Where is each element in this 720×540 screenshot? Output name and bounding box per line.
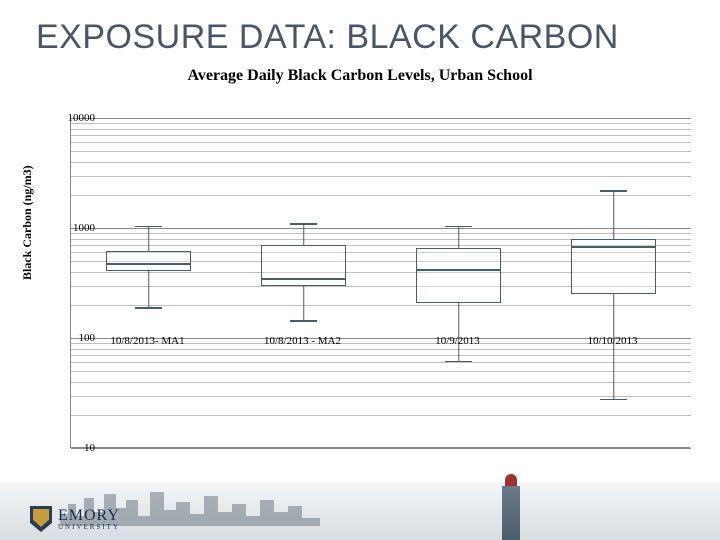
whisker-cap-lower	[600, 399, 628, 401]
slide-title: EXPOSURE DATA: BLACK CARBON	[0, 0, 720, 63]
gridline-minor	[71, 151, 691, 152]
gridline-minor	[71, 129, 691, 130]
y-tick-label: 100	[79, 332, 96, 344]
gridline-minor	[71, 305, 691, 306]
y-tick-label: 10	[84, 442, 95, 454]
whisker-lower	[303, 286, 305, 321]
gridline-minor	[71, 135, 691, 136]
gridline-minor	[71, 371, 691, 372]
box	[106, 251, 191, 271]
whisker-upper	[458, 226, 460, 248]
box	[416, 248, 501, 303]
gridline-minor	[71, 382, 691, 383]
whisker-cap-lower	[135, 307, 163, 309]
gridline-minor	[71, 362, 691, 363]
x-tick-label: 10/8/2013- MA1	[110, 335, 184, 347]
whisker-lower	[458, 303, 460, 361]
whisker-lower	[148, 271, 150, 308]
y-axis-label: Black Carbon (ng/m3)	[20, 165, 35, 280]
gridline-major	[71, 448, 691, 449]
median-line	[106, 263, 191, 265]
gridline-minor	[71, 415, 691, 416]
logo-university: EMORY	[58, 508, 120, 524]
whisker-cap-lower	[445, 361, 473, 363]
shield-icon	[30, 506, 52, 532]
gridline-major	[71, 228, 691, 229]
x-tick-label: 10/10/2013	[587, 335, 637, 347]
gridline-minor	[71, 349, 691, 350]
whisker-cap-upper	[290, 223, 318, 225]
whisker-cap-upper	[600, 190, 628, 192]
y-tick-label: 10000	[68, 112, 96, 124]
gridline-minor	[71, 123, 691, 124]
median-line	[416, 269, 501, 271]
whisker-upper	[303, 223, 305, 245]
emory-logo: EMORY UNIVERSITY	[30, 506, 120, 532]
chart-area	[70, 118, 690, 448]
gridline-minor	[71, 176, 691, 177]
gridline-minor	[71, 162, 691, 163]
y-tick-label: 1000	[73, 222, 95, 234]
x-tick-label: 10/9/2013	[435, 335, 480, 347]
chart-title: Average Daily Black Carbon Levels, Urban…	[0, 63, 720, 93]
footer-skyline: EMORY UNIVERSITY	[0, 482, 720, 540]
median-line	[261, 278, 346, 280]
gridline-minor	[71, 233, 691, 234]
gridline-minor	[71, 396, 691, 397]
gridline-major	[71, 118, 691, 119]
whisker-cap-upper	[135, 226, 163, 228]
whisker-cap-lower	[290, 320, 318, 322]
median-line	[571, 246, 656, 248]
gridline-minor	[71, 195, 691, 196]
logo-subline: UNIVERSITY	[58, 524, 120, 531]
gridline-minor	[71, 355, 691, 356]
plot-region	[70, 118, 690, 448]
whisker-upper	[613, 190, 615, 238]
whisker-upper	[148, 226, 150, 251]
whisker-cap-upper	[445, 226, 473, 228]
x-tick-label: 10/8/2013 - MA2	[264, 335, 341, 347]
gridline-minor	[71, 142, 691, 143]
tower-silhouette	[502, 486, 520, 540]
